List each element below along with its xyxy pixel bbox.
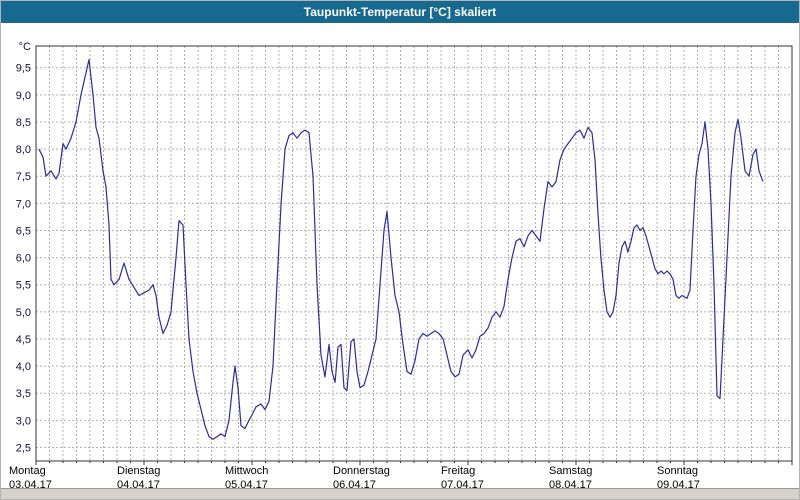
y-tick-label: 9,5 <box>16 63 31 75</box>
y-tick-label: 9,0 <box>16 90 31 102</box>
window-title-bar[interactable]: Taupunkt-Temperatur [°C] skaliert <box>1 1 799 23</box>
data-line <box>38 58 764 440</box>
x-day-label: Freitag <box>441 465 475 477</box>
y-tick-label: 2,5 <box>16 442 31 454</box>
plot-border <box>35 45 793 462</box>
y-tick-label: 3,0 <box>16 415 31 427</box>
x-day-label: Dienstag <box>117 465 160 477</box>
x-day-label: Sonntag <box>657 465 698 477</box>
y-tick-label: 8,0 <box>16 144 31 156</box>
y-tick-label: 7,0 <box>16 198 31 210</box>
x-day-label: Montag <box>9 465 46 477</box>
x-day-label: Mittwoch <box>225 465 268 477</box>
y-tick-label: 6,0 <box>16 253 31 265</box>
y-tick-label: 4,0 <box>16 361 31 373</box>
bottom-edge <box>1 488 799 499</box>
y-tick-label: 3,5 <box>16 388 31 400</box>
y-tick-label: 4,5 <box>16 334 31 346</box>
window-title: Taupunkt-Temperatur [°C] skaliert <box>303 5 497 19</box>
y-tick-label: 6,5 <box>16 225 31 237</box>
x-day-label: Donnerstag <box>333 465 390 477</box>
y-tick-label: 5,0 <box>16 307 31 319</box>
y-tick-label: 8,5 <box>16 117 31 129</box>
y-axis-unit-label: °C <box>19 41 31 53</box>
y-tick-label: 7,5 <box>16 171 31 183</box>
y-tick-label: 5,5 <box>16 280 31 292</box>
x-day-label: Samstag <box>549 465 592 477</box>
